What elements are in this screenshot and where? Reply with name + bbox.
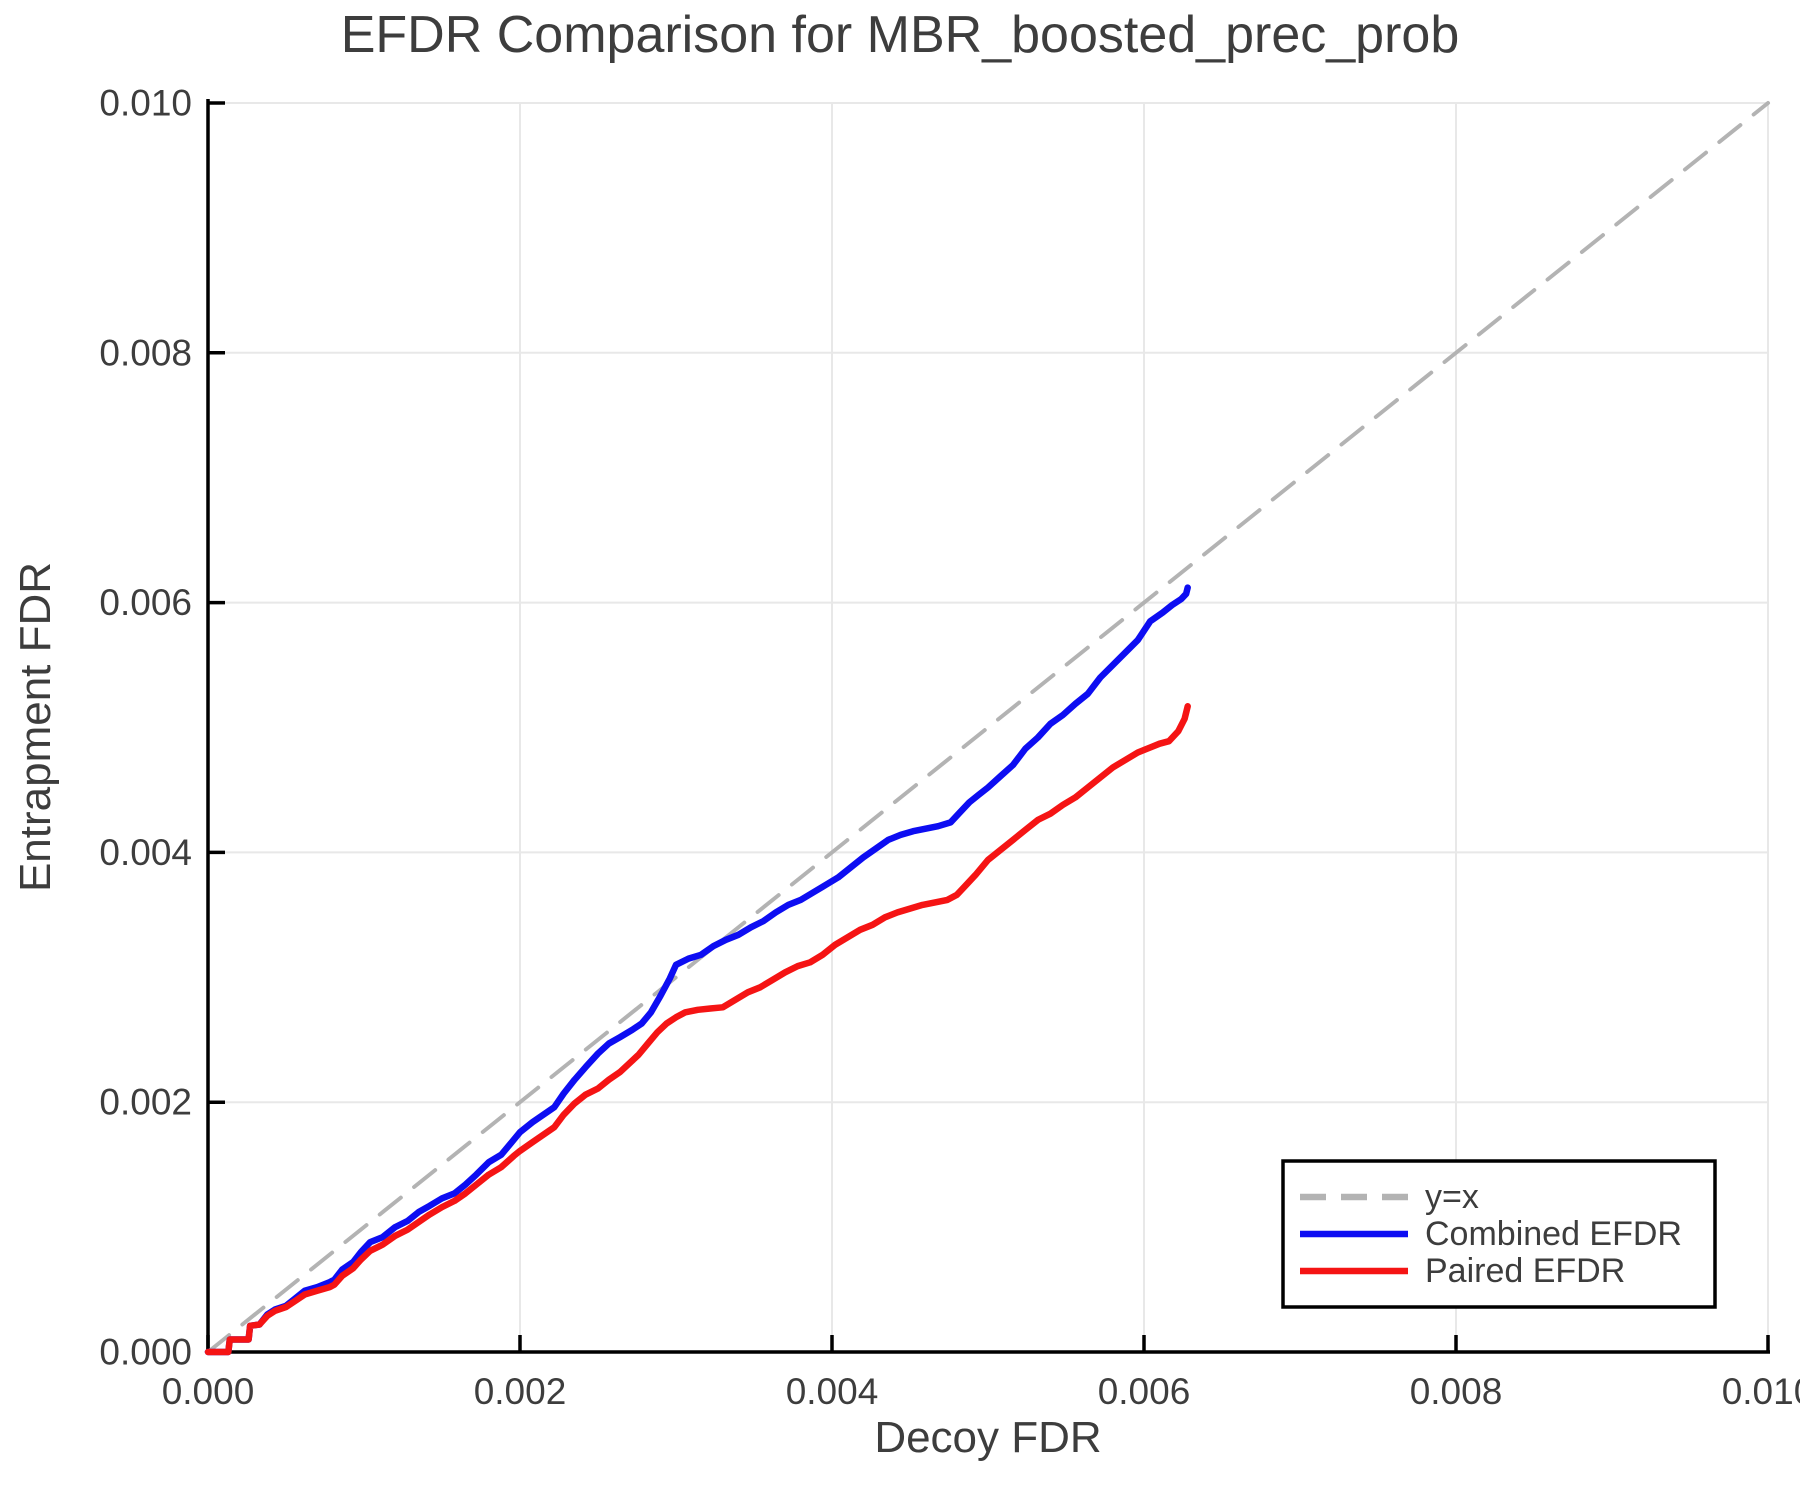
x-tick-label: 0.004 bbox=[786, 1371, 879, 1412]
series-lines bbox=[204, 101, 1770, 1356]
x-axis-label: Decoy FDR bbox=[874, 1413, 1101, 1462]
axis-spines bbox=[206, 99, 1770, 1354]
chart-title: EFDR Comparison for MBR_boosted_prec_pro… bbox=[341, 6, 1460, 64]
legend-label-yx: y=x bbox=[1425, 1178, 1479, 1216]
legend-label-combined: Combined EFDR bbox=[1425, 1215, 1682, 1253]
y-tick-label: 0.000 bbox=[99, 1332, 192, 1373]
x-tick-label: 0.002 bbox=[474, 1371, 567, 1412]
legend: y=x Combined EFDR Paired EFDR bbox=[1281, 1159, 1717, 1309]
y-axis-label: Entrapment FDR bbox=[11, 562, 60, 892]
tick-marks: 0.000 0.002 0.004 0.006 0.008 0.010 0.000 0.002… bbox=[99, 83, 1800, 1413]
x-tick-label: 0.000 bbox=[162, 1371, 255, 1412]
combined-efdr-line bbox=[204, 584, 1191, 1356]
y-tick-label: 0.010 bbox=[99, 83, 192, 124]
y-tick-label: 0.008 bbox=[99, 332, 192, 373]
y-tick-label: 0.004 bbox=[99, 832, 192, 873]
identity-line bbox=[206, 101, 1770, 1354]
y-tick-label: 0.006 bbox=[99, 582, 192, 623]
x-tick-label: 0.006 bbox=[1098, 1371, 1191, 1412]
paired-efdr-line bbox=[204, 703, 1191, 1356]
gridlines bbox=[208, 102, 1769, 1352]
y-tick-label: 0.002 bbox=[99, 1082, 192, 1123]
x-tick-label: 0.008 bbox=[1410, 1371, 1503, 1412]
x-tick-label: 0.010 bbox=[1722, 1371, 1800, 1412]
legend-label-paired: Paired EFDR bbox=[1425, 1252, 1625, 1290]
